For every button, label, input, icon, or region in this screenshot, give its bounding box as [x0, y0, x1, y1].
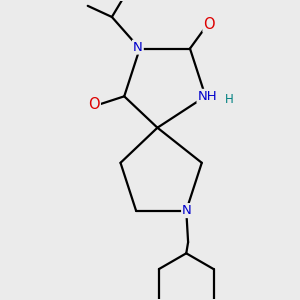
Text: N: N [182, 204, 192, 217]
Text: N: N [133, 40, 143, 54]
Text: NH: NH [197, 90, 217, 103]
Text: O: O [88, 98, 100, 112]
Text: O: O [203, 17, 215, 32]
Text: H: H [225, 93, 234, 106]
